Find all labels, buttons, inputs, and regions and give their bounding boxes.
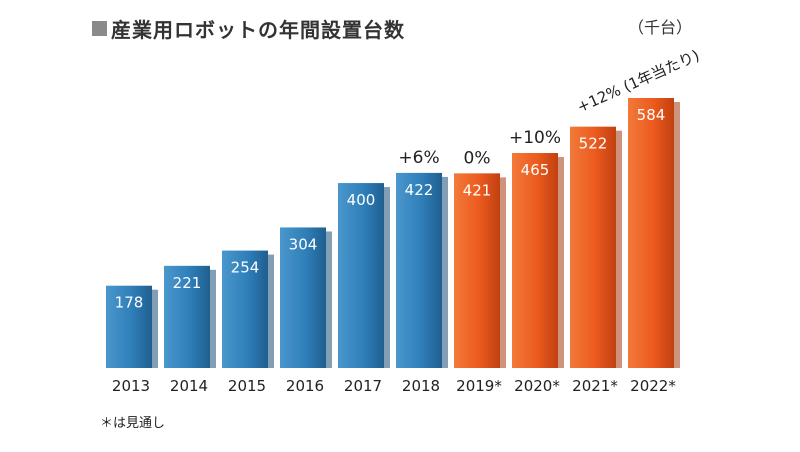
bar-shadow	[382, 187, 390, 368]
value-label: 304	[289, 235, 318, 253]
value-label: 522	[579, 135, 608, 153]
category-label: 2021*	[572, 377, 618, 395]
value-label: 254	[231, 259, 260, 277]
bar-2021*	[570, 126, 616, 368]
growth-annotation: +6%	[398, 148, 439, 168]
bar-2020*	[512, 153, 558, 368]
category-label: 2014	[170, 377, 208, 395]
bar-shadow	[614, 130, 622, 368]
chart-title: 産業用ロボットの年間設置台数	[92, 14, 405, 43]
bar-2022*	[628, 98, 674, 368]
value-label: 421	[463, 181, 492, 199]
value-label: 221	[173, 274, 202, 292]
growth-annotation: +10%	[509, 128, 561, 148]
bar-shadow	[324, 231, 332, 368]
bar-2013	[106, 285, 152, 368]
bar-shadow	[266, 254, 274, 368]
bar-shadow	[208, 269, 216, 368]
value-label: 178	[115, 294, 144, 312]
bar-shadow	[150, 289, 158, 368]
bar-2019*	[454, 173, 500, 368]
growth-annotation: 0%	[464, 148, 491, 168]
bar-shadow	[498, 177, 506, 368]
category-label: 2020*	[514, 377, 560, 395]
bar-shadow	[440, 176, 448, 368]
category-label: 2018	[402, 377, 440, 395]
category-label: 2016	[286, 377, 324, 395]
category-label: 2017	[344, 377, 382, 395]
footnote: ＊は見通し	[100, 416, 166, 431]
bar-2017	[338, 183, 384, 368]
value-label: 465	[521, 161, 550, 179]
category-label: 2022*	[630, 377, 676, 395]
bar-shadow	[672, 102, 680, 368]
category-label: 2013	[112, 377, 150, 395]
chart-title-text: 産業用ロボットの年間設置台数	[111, 18, 405, 42]
bar-2016	[280, 227, 326, 368]
value-label: 584	[637, 106, 666, 124]
bar-shadow	[556, 157, 564, 368]
bar-2015	[222, 250, 268, 368]
bar-2014	[164, 265, 210, 368]
bar-2018	[396, 172, 442, 368]
value-label: 422	[405, 181, 434, 199]
category-label: 2015	[228, 377, 266, 395]
unit-label: （千台）	[628, 18, 693, 37]
title-square-icon	[92, 21, 107, 36]
category-label: 2019*	[456, 377, 502, 395]
value-label: 400	[347, 191, 376, 209]
